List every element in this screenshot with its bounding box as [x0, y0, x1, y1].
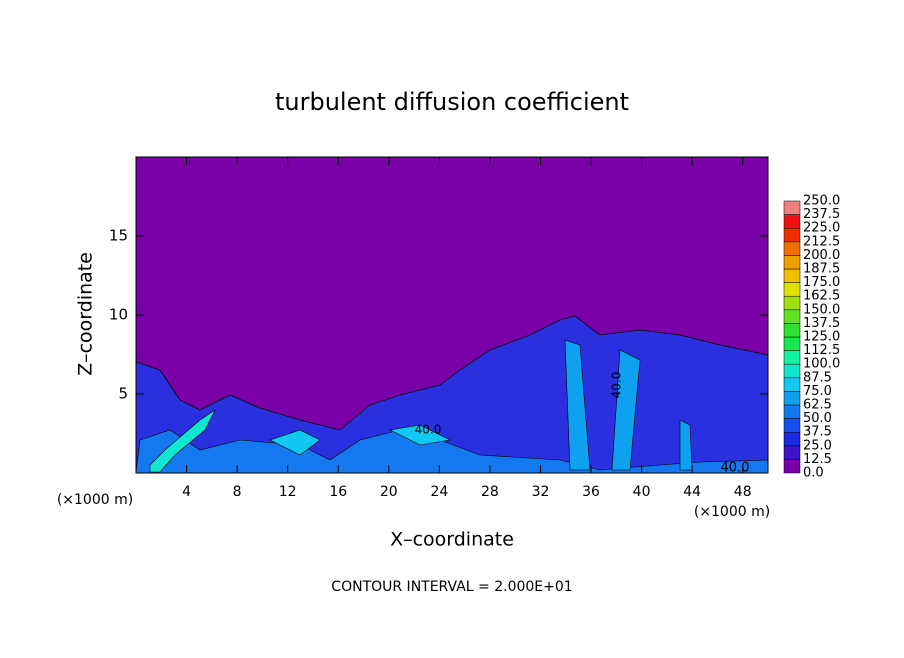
- colorbar-segment: [783, 214, 801, 229]
- y-tick-label: 15: [109, 227, 128, 245]
- x-tick-label: 16: [329, 484, 347, 500]
- contour-label: 40.0: [610, 372, 624, 399]
- x-tick-label: 8: [233, 484, 242, 500]
- field-region: [269, 424, 451, 456]
- colorbar-segment: [783, 391, 801, 406]
- colorbar-label: 237.5: [803, 207, 840, 222]
- y-tick-label: 10: [109, 306, 128, 324]
- colorbar-segment: [783, 459, 801, 474]
- colorbar-label: 75.0: [803, 384, 832, 399]
- colorbar-segment: [783, 255, 801, 270]
- x-tick-label: 32: [532, 484, 550, 500]
- colorbar-label: 87.5: [803, 370, 832, 385]
- x-tick-label: 44: [683, 484, 701, 500]
- colorbar-label: 175.0: [803, 275, 840, 290]
- colorbar-segment: [783, 282, 801, 297]
- colorbar-label: 62.5: [803, 398, 832, 413]
- x-tick-label: 48: [734, 484, 752, 500]
- x-tick-label: 20: [380, 484, 398, 500]
- colorbar-label: 225.0: [803, 221, 840, 236]
- chart-title: turbulent diffusion coefficient: [275, 88, 629, 116]
- colorbar-segment: [783, 418, 801, 433]
- footer-note: CONTOUR INTERVAL = 2.000E+01: [331, 579, 572, 595]
- colorbar-segment: [783, 241, 801, 256]
- colorbar-label: 250.0: [803, 194, 840, 209]
- colorbar-segment: [783, 404, 801, 419]
- colorbar-segment: [783, 350, 801, 365]
- x-tick-label: 4: [182, 484, 191, 500]
- field-region: [149, 409, 216, 473]
- colorbar-label: 0.0: [803, 466, 824, 481]
- colorbar-label: 100.0: [803, 357, 840, 372]
- colorbar-label: 212.5: [803, 234, 840, 249]
- colorbar-segment: [783, 431, 801, 447]
- colorbar-label: 150.0: [803, 302, 840, 317]
- colorbar-label: 12.5: [803, 452, 832, 467]
- x-tick-label: 24: [430, 484, 448, 500]
- x-tick-label: 40: [633, 484, 651, 500]
- colorbar-label: 25.0: [803, 438, 832, 453]
- contour-label: 40.0: [415, 423, 442, 437]
- colorbar-segment: [783, 363, 801, 379]
- colorbar-label: 137.5: [803, 316, 840, 331]
- colorbar-segment: [783, 200, 801, 215]
- x-tick-label: 28: [481, 484, 499, 500]
- colorbar-label: 37.5: [803, 425, 832, 440]
- field-region: [136, 429, 768, 473]
- x-axis-label: X–coordinate: [390, 529, 514, 551]
- x-unit-label: (×1000 m): [694, 504, 770, 520]
- colorbar-segment: [783, 227, 801, 243]
- colorbar-segment: [783, 268, 801, 283]
- colorbar-label: 162.5: [803, 289, 840, 304]
- colorbar-segment: [783, 377, 801, 392]
- colorbar-label: 50.0: [803, 411, 832, 426]
- colorbar-segment: [783, 295, 801, 311]
- colorbar-label: 187.5: [803, 262, 840, 277]
- colorbar-label: 125.0: [803, 330, 840, 345]
- colorbar-segment: [783, 336, 801, 351]
- y-axis-label: Z–coordinate: [75, 252, 97, 376]
- y-tick-label: 5: [118, 385, 128, 403]
- field: [136, 315, 768, 473]
- colorbar-segment: [783, 309, 801, 324]
- colorbar-segment: [783, 323, 801, 338]
- x-unit-label: (×1000 m): [57, 492, 133, 508]
- contour-label: 40.0: [721, 461, 750, 476]
- x-tick-label: 36: [582, 484, 600, 500]
- colorbar-label: 112.5: [803, 343, 840, 358]
- x-tick-label: 12: [279, 484, 297, 500]
- colorbar-segment: [783, 445, 801, 460]
- colorbar-label: 200.0: [803, 248, 840, 263]
